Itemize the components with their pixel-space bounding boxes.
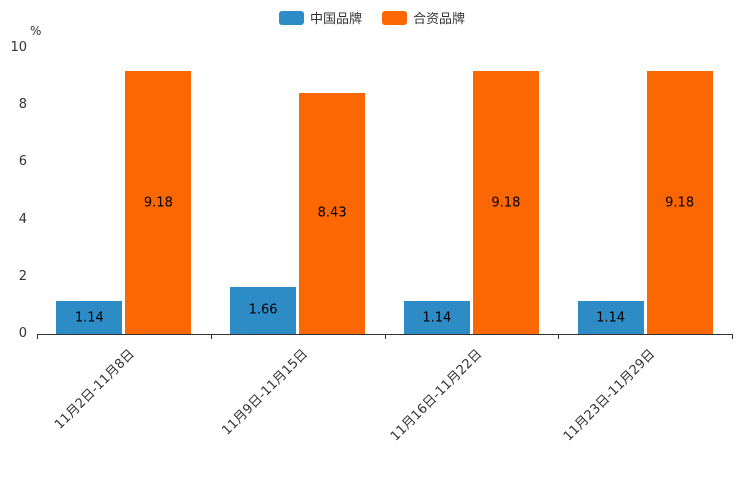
legend-swatch-icon <box>278 10 304 25</box>
x-tick <box>210 334 212 339</box>
y-tick-label: 0 <box>18 326 27 341</box>
y-tick-label: 8 <box>18 97 27 113</box>
category-group: 1.14 9.18 <box>37 48 211 334</box>
bar: 9.18 <box>472 71 539 334</box>
bar-value-label: 1.14 <box>74 310 104 326</box>
bar: 8.43 <box>299 92 366 334</box>
bar-value-label: 1.66 <box>248 302 278 318</box>
bar: 9.18 <box>646 71 713 334</box>
legend-item-label: 中国品牌 <box>309 12 362 27</box>
legend-item-label: 合资品牌 <box>413 12 466 27</box>
x-category-label: 11月23日-11月29日 <box>561 346 659 445</box>
x-tick <box>558 334 560 339</box>
category-group: 1.66 8.43 <box>211 48 385 334</box>
legend: 中国品牌 合资品牌 <box>0 8 744 27</box>
x-tick <box>37 334 38 339</box>
bar-value-label: 1.14 <box>422 310 452 326</box>
category-group: 1.14 9.18 <box>558 48 732 334</box>
x-tick <box>384 334 386 339</box>
x-axis-ticks <box>37 334 733 340</box>
category-group: 1.14 9.18 <box>385 48 559 334</box>
y-tick-label: 4 <box>18 211 27 227</box>
bar-value-label: 9.18 <box>665 195 695 211</box>
bar-value-label: 9.18 <box>491 195 521 211</box>
plot-area: 0 2 4 6 8 10 1.14 9.18 1.66 8.43 1.14 9.18 1.14 9.18… <box>10 41 733 444</box>
y-tick-label: 2 <box>18 268 27 284</box>
bar: 1.14 <box>577 301 644 334</box>
bar-value-label: 1.14 <box>596 310 626 326</box>
legend-item[interactable]: 中国品牌 <box>278 8 362 27</box>
legend-item[interactable]: 合资品牌 <box>382 8 465 27</box>
y-tick-label: 10 <box>10 40 27 55</box>
y-axis-ticks: 0 2 4 6 8 10 <box>3 41 37 341</box>
x-tick <box>732 334 733 339</box>
bar: 9.18 <box>125 71 192 334</box>
bar-value-label: 8.43 <box>317 205 347 221</box>
legend-swatch-icon <box>382 10 407 25</box>
bar: 1.14 <box>403 301 470 334</box>
bar: 1.14 <box>56 301 123 334</box>
y-axis-unit-label: % <box>30 24 42 38</box>
bars-area: 1.14 9.18 1.66 8.43 1.14 9.18 1.14 9.18 <box>37 48 732 334</box>
x-category-label: 11月9日-11月15日 <box>219 346 312 439</box>
bar: 1.66 <box>230 286 297 334</box>
x-category-label: 11月2日-11月8日 <box>51 346 138 433</box>
y-tick-label: 6 <box>18 154 27 170</box>
bar-value-label: 9.18 <box>143 195 173 211</box>
x-category-label: 11月16日-11月22日 <box>387 346 485 445</box>
